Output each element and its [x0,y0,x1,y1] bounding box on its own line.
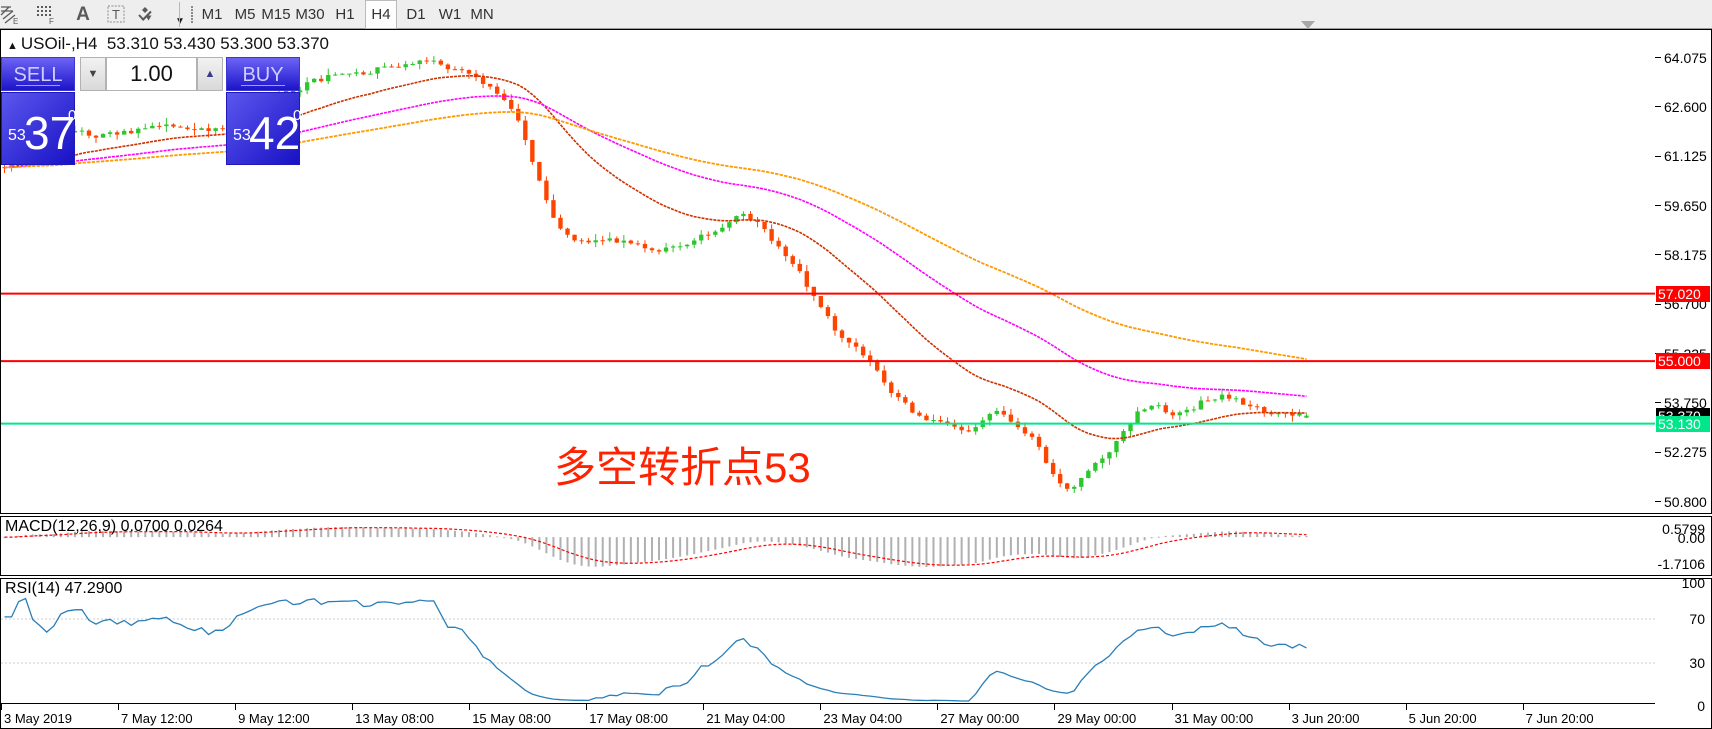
svg-text:F: F [49,17,54,25]
svg-text:多空转折点53: 多空转折点53 [554,444,811,491]
svg-text:T: T [112,7,120,22]
svg-text:E: E [13,17,18,25]
